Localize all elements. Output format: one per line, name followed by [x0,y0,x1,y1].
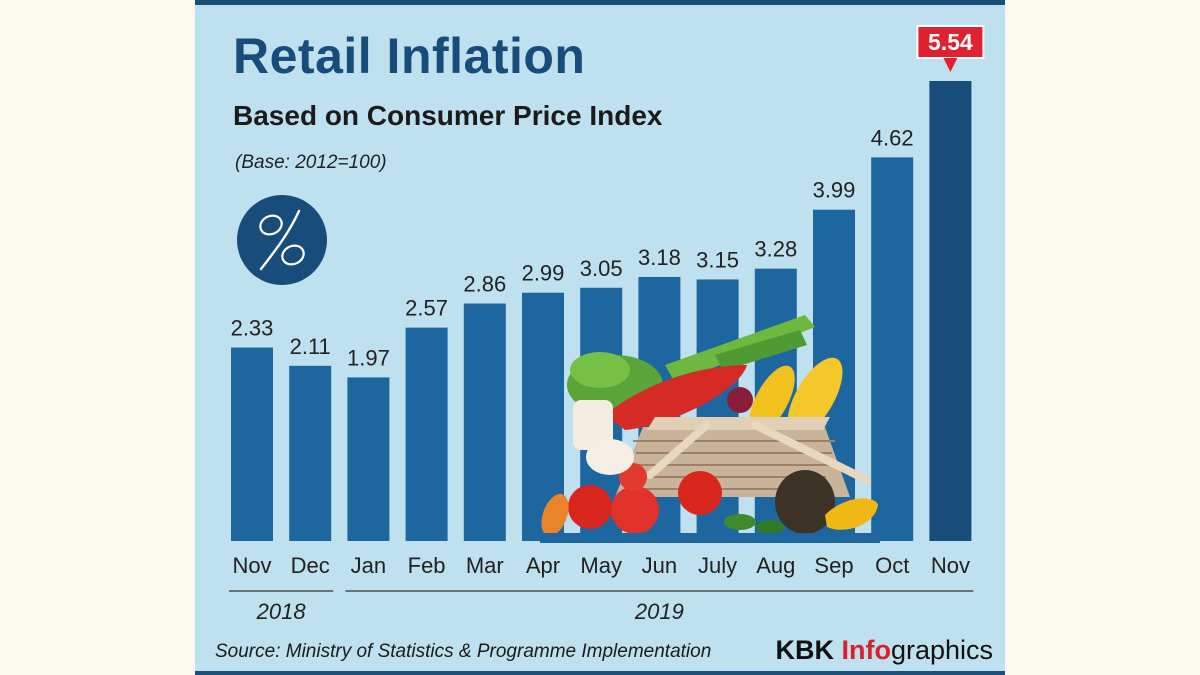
bar-3 [405,327,448,541]
bar-12 [929,81,972,541]
base-note: (Base: 2012=100) [235,152,387,173]
bar-4 [463,303,506,541]
bar-chart: 2.33 2.11 1.97 2.57 2.86 2.99 3.05 3.18 3.15 3.28… [229,25,985,624]
bar-2 [347,377,390,541]
value-label-9: 3.28 [754,237,797,262]
value-label-7: 3.18 [638,245,681,270]
brand-kbk: KBK [775,635,842,665]
chart-subtitle: Based on Consumer Price Index [233,100,663,131]
category-label-4: Mar [466,553,504,578]
category-label-3: Feb [408,553,446,578]
value-label-1: 2.11 [290,334,331,359]
category-label-9: Aug [756,553,795,578]
value-label-12: 5.54 [928,29,973,55]
value-label-10: 3.99 [813,178,856,203]
category-label-2: Jan [351,553,386,578]
infographic-panel: Retail Inflation Based on Consumer Price… [195,0,1005,675]
category-label-7: Jun [642,553,677,578]
brand-graphics: graphics [890,635,993,665]
highlight-label-pointer [943,58,958,72]
category-label-1: Dec [291,553,330,578]
chart-title: Retail Inflation [233,28,586,84]
percent-badge [237,195,327,285]
bar-1 [289,365,332,541]
brand-logo: KBK Infographics [775,635,993,666]
value-label-4: 2.86 [463,272,506,297]
category-label-12: Nov [931,553,970,578]
value-label-11: 4.62 [871,125,914,150]
bar-0 [231,347,273,541]
category-label-8: July [698,553,737,578]
value-label-5: 2.99 [522,261,565,286]
category-label-5: Apr [526,553,560,578]
bar-11 [871,157,914,541]
category-label-6: May [580,553,622,578]
category-label-0: Nov [232,553,271,578]
category-label-11: Oct [875,553,909,578]
brand-info: Info [841,635,891,665]
value-label-8: 3.15 [696,247,739,272]
highlight-label-box [916,25,985,59]
year-label-0: 2018 [256,599,307,624]
value-label-0: 2.33 [231,316,274,341]
category-label-10: Sep [814,553,853,578]
value-label-2: 1.97 [347,345,390,370]
value-label-3: 2.57 [405,296,448,321]
percent-icon [259,209,305,271]
value-label-6: 3.05 [580,256,623,281]
source-note: Source: Ministry of Statistics & Program… [215,641,712,662]
year-label-1: 2019 [634,599,684,624]
vegetable-basket-icon [540,315,880,543]
